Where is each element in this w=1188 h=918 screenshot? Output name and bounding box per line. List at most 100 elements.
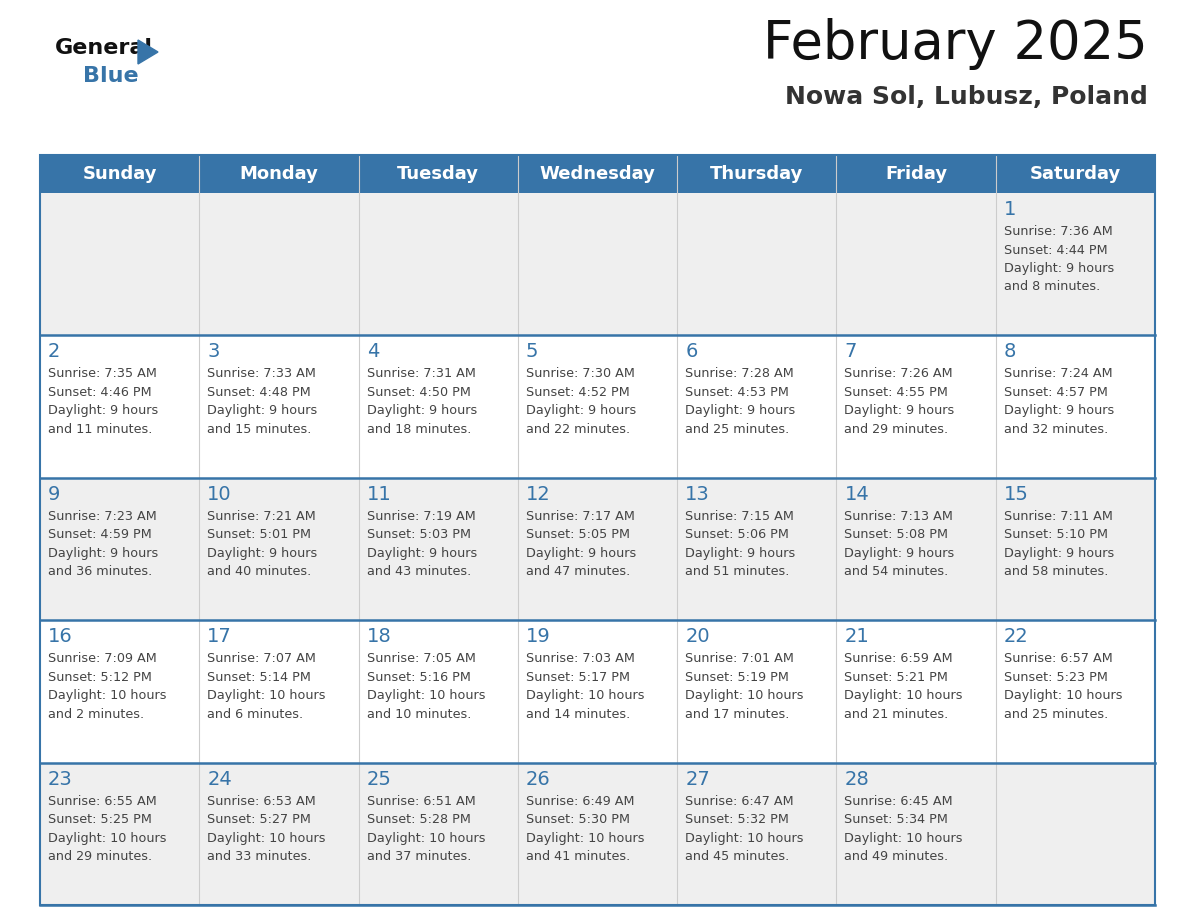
Text: 19: 19 [526, 627, 550, 646]
Bar [677, 193, 836, 335]
Bar [40, 155, 200, 193]
Bar [836, 621, 996, 763]
Bar [518, 335, 677, 477]
Bar [677, 335, 836, 477]
Text: Sunrise: 6:53 AM
Sunset: 5:27 PM
Daylight: 10 hours
and 33 minutes.: Sunrise: 6:53 AM Sunset: 5:27 PM Dayligh… [207, 795, 326, 863]
Polygon shape [138, 40, 158, 64]
Bar [518, 763, 677, 905]
Bar [836, 335, 996, 477]
Bar [518, 477, 677, 621]
Bar [40, 193, 200, 335]
Text: Sunrise: 6:51 AM
Sunset: 5:28 PM
Daylight: 10 hours
and 37 minutes.: Sunrise: 6:51 AM Sunset: 5:28 PM Dayligh… [367, 795, 485, 863]
Text: Sunrise: 7:05 AM
Sunset: 5:16 PM
Daylight: 10 hours
and 10 minutes.: Sunrise: 7:05 AM Sunset: 5:16 PM Dayligh… [367, 652, 485, 721]
Bar [996, 155, 1155, 193]
Text: 5: 5 [526, 342, 538, 362]
Text: Sunrise: 7:36 AM
Sunset: 4:44 PM
Daylight: 9 hours
and 8 minutes.: Sunrise: 7:36 AM Sunset: 4:44 PM Dayligh… [1004, 225, 1114, 294]
Text: 24: 24 [207, 769, 232, 789]
Text: General: General [55, 38, 153, 58]
Bar [836, 193, 996, 335]
Text: Sunrise: 7:26 AM
Sunset: 4:55 PM
Daylight: 9 hours
and 29 minutes.: Sunrise: 7:26 AM Sunset: 4:55 PM Dayligh… [845, 367, 955, 436]
Text: Tuesday: Tuesday [397, 165, 479, 183]
Text: 1: 1 [1004, 200, 1016, 219]
Text: Friday: Friday [885, 165, 947, 183]
Bar [996, 621, 1155, 763]
Text: Sunrise: 7:17 AM
Sunset: 5:05 PM
Daylight: 9 hours
and 47 minutes.: Sunrise: 7:17 AM Sunset: 5:05 PM Dayligh… [526, 509, 636, 578]
Text: Sunrise: 7:28 AM
Sunset: 4:53 PM
Daylight: 9 hours
and 25 minutes.: Sunrise: 7:28 AM Sunset: 4:53 PM Dayligh… [685, 367, 796, 436]
Bar [996, 763, 1155, 905]
Bar [40, 763, 200, 905]
Bar [518, 193, 677, 335]
Text: Sunrise: 6:49 AM
Sunset: 5:30 PM
Daylight: 10 hours
and 41 minutes.: Sunrise: 6:49 AM Sunset: 5:30 PM Dayligh… [526, 795, 644, 863]
Text: 10: 10 [207, 485, 232, 504]
Bar [200, 155, 359, 193]
Text: Sunrise: 7:07 AM
Sunset: 5:14 PM
Daylight: 10 hours
and 6 minutes.: Sunrise: 7:07 AM Sunset: 5:14 PM Dayligh… [207, 652, 326, 721]
Bar [359, 193, 518, 335]
Text: Sunrise: 7:33 AM
Sunset: 4:48 PM
Daylight: 9 hours
and 15 minutes.: Sunrise: 7:33 AM Sunset: 4:48 PM Dayligh… [207, 367, 317, 436]
Bar [996, 193, 1155, 335]
Text: Sunrise: 7:35 AM
Sunset: 4:46 PM
Daylight: 9 hours
and 11 minutes.: Sunrise: 7:35 AM Sunset: 4:46 PM Dayligh… [48, 367, 158, 436]
Bar [836, 763, 996, 905]
Bar [359, 155, 518, 193]
Text: Sunrise: 7:19 AM
Sunset: 5:03 PM
Daylight: 9 hours
and 43 minutes.: Sunrise: 7:19 AM Sunset: 5:03 PM Dayligh… [367, 509, 476, 578]
Text: Sunrise: 7:30 AM
Sunset: 4:52 PM
Daylight: 9 hours
and 22 minutes.: Sunrise: 7:30 AM Sunset: 4:52 PM Dayligh… [526, 367, 636, 436]
Text: 4: 4 [367, 342, 379, 362]
Text: Sunrise: 6:57 AM
Sunset: 5:23 PM
Daylight: 10 hours
and 25 minutes.: Sunrise: 6:57 AM Sunset: 5:23 PM Dayligh… [1004, 652, 1123, 721]
Text: 25: 25 [367, 769, 392, 789]
Bar [200, 621, 359, 763]
Text: 21: 21 [845, 627, 870, 646]
Bar [518, 621, 677, 763]
Bar [996, 477, 1155, 621]
Text: 13: 13 [685, 485, 710, 504]
Bar [996, 335, 1155, 477]
Bar [359, 477, 518, 621]
Text: Sunrise: 7:09 AM
Sunset: 5:12 PM
Daylight: 10 hours
and 2 minutes.: Sunrise: 7:09 AM Sunset: 5:12 PM Dayligh… [48, 652, 166, 721]
Bar [677, 155, 836, 193]
Text: Sunrise: 7:31 AM
Sunset: 4:50 PM
Daylight: 9 hours
and 18 minutes.: Sunrise: 7:31 AM Sunset: 4:50 PM Dayligh… [367, 367, 476, 436]
Text: Sunrise: 7:11 AM
Sunset: 5:10 PM
Daylight: 9 hours
and 58 minutes.: Sunrise: 7:11 AM Sunset: 5:10 PM Dayligh… [1004, 509, 1114, 578]
Text: Sunrise: 6:45 AM
Sunset: 5:34 PM
Daylight: 10 hours
and 49 minutes.: Sunrise: 6:45 AM Sunset: 5:34 PM Dayligh… [845, 795, 963, 863]
Bar [40, 335, 200, 477]
Bar [40, 155, 1155, 905]
Text: 8: 8 [1004, 342, 1016, 362]
Text: 11: 11 [367, 485, 391, 504]
Bar [200, 763, 359, 905]
Bar [359, 621, 518, 763]
Bar [200, 193, 359, 335]
Text: 17: 17 [207, 627, 232, 646]
Bar [836, 477, 996, 621]
Text: Saturday: Saturday [1030, 165, 1121, 183]
Text: Sunrise: 6:59 AM
Sunset: 5:21 PM
Daylight: 10 hours
and 21 minutes.: Sunrise: 6:59 AM Sunset: 5:21 PM Dayligh… [845, 652, 963, 721]
Text: Sunrise: 7:03 AM
Sunset: 5:17 PM
Daylight: 10 hours
and 14 minutes.: Sunrise: 7:03 AM Sunset: 5:17 PM Dayligh… [526, 652, 644, 721]
Text: Sunrise: 7:13 AM
Sunset: 5:08 PM
Daylight: 9 hours
and 54 minutes.: Sunrise: 7:13 AM Sunset: 5:08 PM Dayligh… [845, 509, 955, 578]
Text: Sunday: Sunday [82, 165, 157, 183]
Text: 2: 2 [48, 342, 61, 362]
Bar [40, 621, 200, 763]
Bar [359, 335, 518, 477]
Text: 28: 28 [845, 769, 870, 789]
Bar [200, 335, 359, 477]
Text: 16: 16 [48, 627, 72, 646]
Text: Wednesday: Wednesday [539, 165, 656, 183]
Text: 3: 3 [207, 342, 220, 362]
Bar [836, 155, 996, 193]
Text: 26: 26 [526, 769, 550, 789]
Bar [359, 763, 518, 905]
Text: Monday: Monday [240, 165, 318, 183]
Text: Sunrise: 7:21 AM
Sunset: 5:01 PM
Daylight: 9 hours
and 40 minutes.: Sunrise: 7:21 AM Sunset: 5:01 PM Dayligh… [207, 509, 317, 578]
Text: Sunrise: 7:01 AM
Sunset: 5:19 PM
Daylight: 10 hours
and 17 minutes.: Sunrise: 7:01 AM Sunset: 5:19 PM Dayligh… [685, 652, 803, 721]
Text: 23: 23 [48, 769, 72, 789]
Text: Sunrise: 6:47 AM
Sunset: 5:32 PM
Daylight: 10 hours
and 45 minutes.: Sunrise: 6:47 AM Sunset: 5:32 PM Dayligh… [685, 795, 803, 863]
Text: 20: 20 [685, 627, 709, 646]
Text: 7: 7 [845, 342, 857, 362]
Text: Sunrise: 7:23 AM
Sunset: 4:59 PM
Daylight: 9 hours
and 36 minutes.: Sunrise: 7:23 AM Sunset: 4:59 PM Dayligh… [48, 509, 158, 578]
Text: 9: 9 [48, 485, 61, 504]
Text: Nowa Sol, Lubusz, Poland: Nowa Sol, Lubusz, Poland [785, 85, 1148, 109]
Text: February 2025: February 2025 [763, 18, 1148, 70]
Bar [200, 477, 359, 621]
Text: 27: 27 [685, 769, 710, 789]
Text: 12: 12 [526, 485, 550, 504]
Text: Sunrise: 6:55 AM
Sunset: 5:25 PM
Daylight: 10 hours
and 29 minutes.: Sunrise: 6:55 AM Sunset: 5:25 PM Dayligh… [48, 795, 166, 863]
Text: 15: 15 [1004, 485, 1029, 504]
Text: 6: 6 [685, 342, 697, 362]
Bar [677, 477, 836, 621]
